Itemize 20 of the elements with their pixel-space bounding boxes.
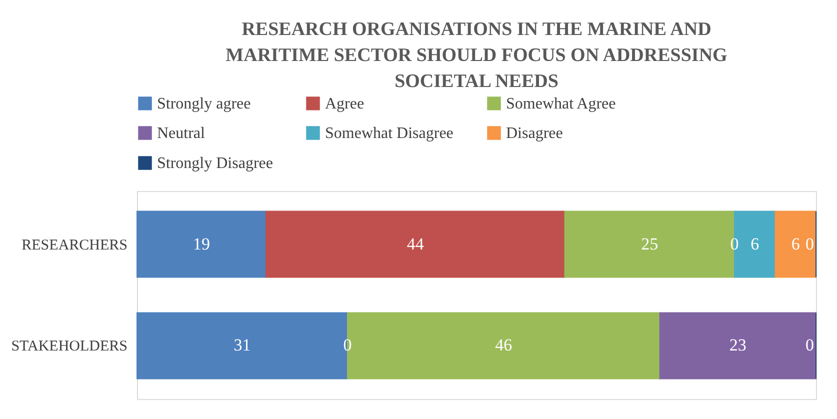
legend-label: Strongly Disagree: [157, 155, 273, 172]
legend-label: Disagree: [506, 125, 563, 142]
y-tick-label: STAKEHOLDERS: [11, 338, 128, 355]
legend-label: Somewhat Disagree: [325, 125, 454, 142]
data-label: 23: [729, 336, 746, 355]
data-label: 31: [234, 336, 251, 355]
legend-label: Agree: [325, 95, 364, 112]
legend-label: Neutral: [157, 125, 206, 142]
data-label: 19: [193, 234, 210, 254]
data-label: 0: [806, 234, 814, 254]
chart-title: RESEARCH ORGANISATIONS IN THE MARINE AND MARITIME SECTOR SHOULD FOCUS ON ADDRESSING SOCIETAL NEEDS: [226, 19, 728, 92]
legend-label: Somewhat Agree: [506, 95, 616, 112]
data-label: 0: [806, 336, 814, 355]
data-label: 25: [641, 234, 658, 254]
data-label: 6: [791, 234, 800, 254]
data-label: 46: [495, 336, 512, 355]
data-label: 6: [750, 234, 760, 254]
legend-label: Strongly agree: [157, 95, 251, 112]
data-label: 44: [406, 234, 424, 254]
y-tick-label: RESEARCHERS: [22, 237, 128, 254]
